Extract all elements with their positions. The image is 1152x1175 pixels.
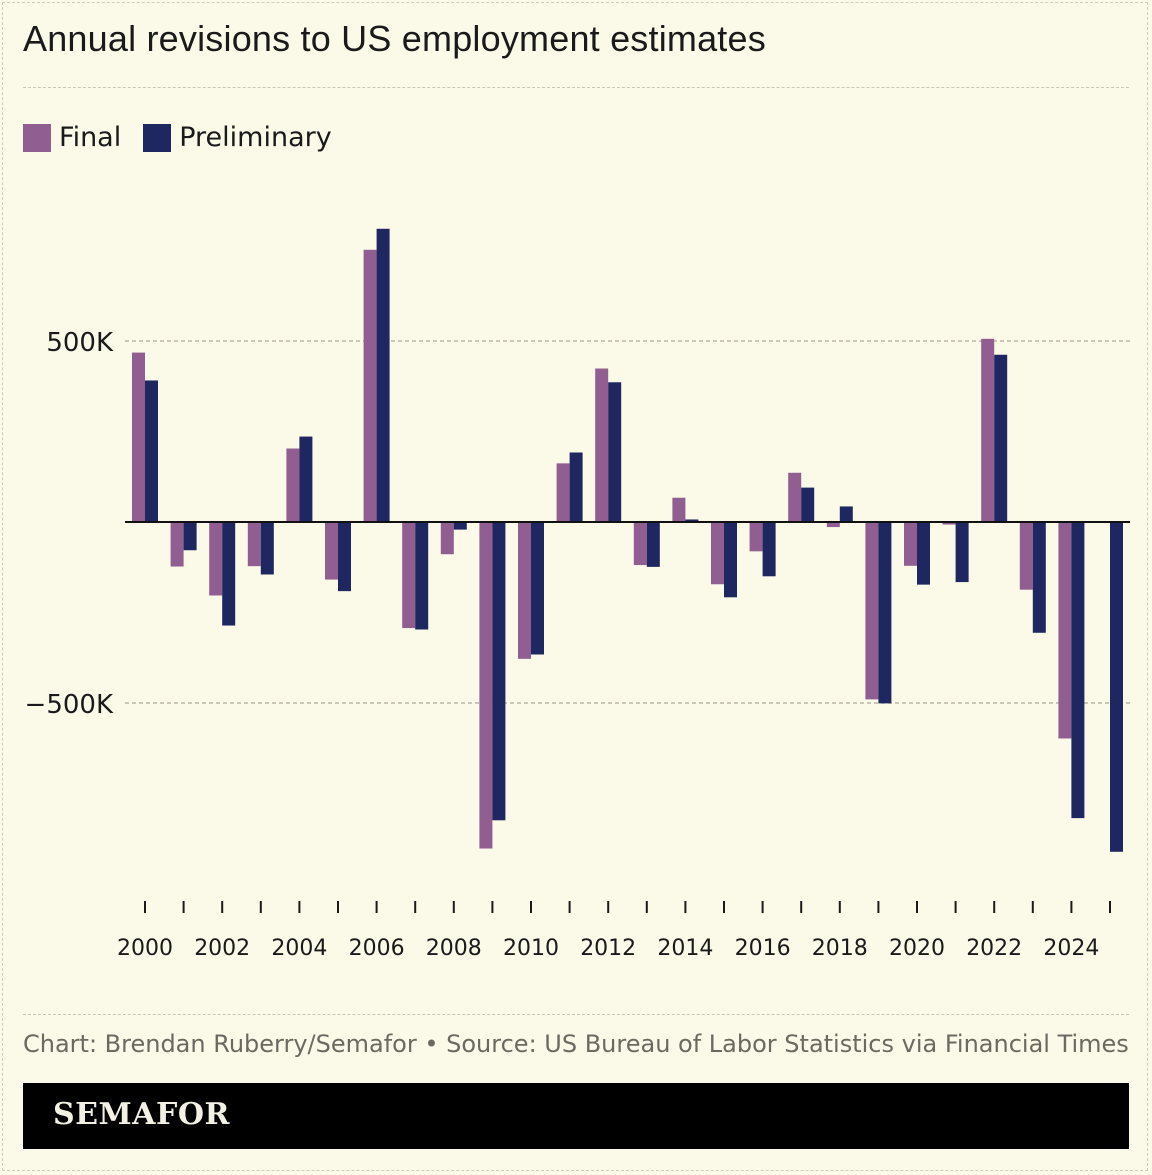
bar-chart: 500K −500K 2000 2002 2004 2006 2008 2010 2012 201… bbox=[25, 228, 1130, 961]
bar-final-2003 bbox=[247, 522, 261, 567]
bar-final-2005 bbox=[325, 522, 338, 580]
bar-final-2008 bbox=[440, 522, 454, 555]
x-tick-label: 2022 bbox=[966, 936, 1022, 961]
bar-final-2015 bbox=[711, 522, 724, 585]
bar-preliminary-2000 bbox=[145, 380, 158, 522]
bar-final-2023 bbox=[1019, 522, 1033, 590]
x-tick-label: 2014 bbox=[657, 936, 713, 961]
bar-preliminary-2007 bbox=[415, 522, 429, 630]
bar-final-2009 bbox=[479, 522, 493, 849]
bar-final-2024 bbox=[1058, 522, 1072, 739]
bar-preliminary-2014 bbox=[685, 519, 699, 522]
bar-preliminary-2023 bbox=[1032, 522, 1046, 633]
source-credit: Chart: Brendan Ruberry/Semafor • Source:… bbox=[23, 1030, 1129, 1058]
legend-swatch-preliminary bbox=[143, 123, 172, 152]
title-divider bbox=[23, 87, 1129, 88]
bar-final-2018 bbox=[826, 522, 840, 528]
bar-preliminary-2012 bbox=[608, 382, 622, 522]
bar-preliminary-2004 bbox=[299, 436, 313, 522]
bar-final-2019 bbox=[865, 522, 879, 700]
x-tick-label: 2024 bbox=[1043, 936, 1099, 961]
legend-label-preliminary: Preliminary bbox=[179, 122, 332, 153]
bar-preliminary-2002 bbox=[222, 522, 236, 626]
bar-final-2017 bbox=[788, 472, 802, 522]
bar-preliminary-2005 bbox=[338, 522, 351, 592]
bar-final-2007 bbox=[402, 522, 416, 629]
chart-title: Annual revisions to US employment estima… bbox=[23, 18, 766, 59]
bar-preliminary-2016 bbox=[762, 522, 776, 577]
bar-final-2014 bbox=[672, 497, 686, 522]
bar-final-2020 bbox=[904, 522, 917, 566]
x-tick-label: 2006 bbox=[349, 936, 405, 961]
brand-logo: SEMAFOR bbox=[53, 1097, 230, 1132]
x-tick-label: 2012 bbox=[580, 936, 636, 961]
x-tick-label: 2010 bbox=[503, 936, 559, 961]
bar-final-2006 bbox=[363, 249, 377, 522]
bar-final-2021 bbox=[942, 522, 956, 525]
bar-preliminary-2010 bbox=[531, 522, 544, 655]
bar-preliminary-2017 bbox=[801, 487, 815, 522]
bar-preliminary-2019 bbox=[878, 522, 892, 704]
bar-preliminary-2006 bbox=[376, 228, 390, 522]
bar-final-2001 bbox=[170, 522, 184, 567]
footer-divider bbox=[23, 1014, 1129, 1015]
bar-preliminary-2020 bbox=[917, 522, 930, 585]
brand-bar: SEMAFOR bbox=[23, 1083, 1129, 1149]
legend-item-final: Final bbox=[23, 122, 121, 153]
bar-preliminary-2015 bbox=[724, 522, 737, 598]
x-tick-label: 2002 bbox=[194, 936, 250, 961]
y-tick-label: −500K bbox=[25, 690, 114, 720]
bar-preliminary-2001 bbox=[183, 522, 197, 551]
x-tick-label: 2000 bbox=[117, 936, 173, 961]
legend-label-final: Final bbox=[59, 122, 122, 153]
legend-swatch-final bbox=[23, 123, 51, 152]
bar-preliminary-2003 bbox=[260, 522, 274, 575]
bar-final-2010 bbox=[518, 522, 531, 659]
x-tick-label: 2004 bbox=[271, 936, 327, 961]
bar-preliminary-2011 bbox=[569, 452, 583, 522]
x-tick-label: 2020 bbox=[889, 936, 945, 961]
bar-final-2004 bbox=[286, 448, 300, 522]
bar-preliminary-2018 bbox=[839, 506, 853, 522]
bar-final-2022 bbox=[981, 338, 995, 522]
bar-preliminary-2008 bbox=[453, 522, 467, 530]
bar-final-2016 bbox=[749, 522, 763, 552]
bar-final-2013 bbox=[633, 522, 647, 566]
bar-final-2011 bbox=[556, 463, 570, 522]
legend: Final Preliminary bbox=[23, 122, 354, 153]
bar-preliminary-2024 bbox=[1071, 522, 1085, 819]
bar-final-2002 bbox=[209, 522, 223, 596]
x-tick-label: 2016 bbox=[735, 936, 791, 961]
bar-preliminary-2009 bbox=[492, 522, 506, 821]
y-tick-label: 500K bbox=[46, 328, 114, 358]
legend-item-preliminary: Preliminary bbox=[143, 122, 332, 153]
x-tick-label: 2018 bbox=[812, 936, 868, 961]
bar-preliminary-2025 bbox=[1110, 522, 1123, 852]
bar-final-2012 bbox=[595, 368, 609, 522]
bar-preliminary-2013 bbox=[646, 522, 660, 567]
x-tick-label: 2008 bbox=[426, 936, 482, 961]
bar-preliminary-2021 bbox=[955, 522, 969, 583]
bar-preliminary-2022 bbox=[994, 354, 1008, 522]
bar-final-2000 bbox=[132, 352, 145, 522]
